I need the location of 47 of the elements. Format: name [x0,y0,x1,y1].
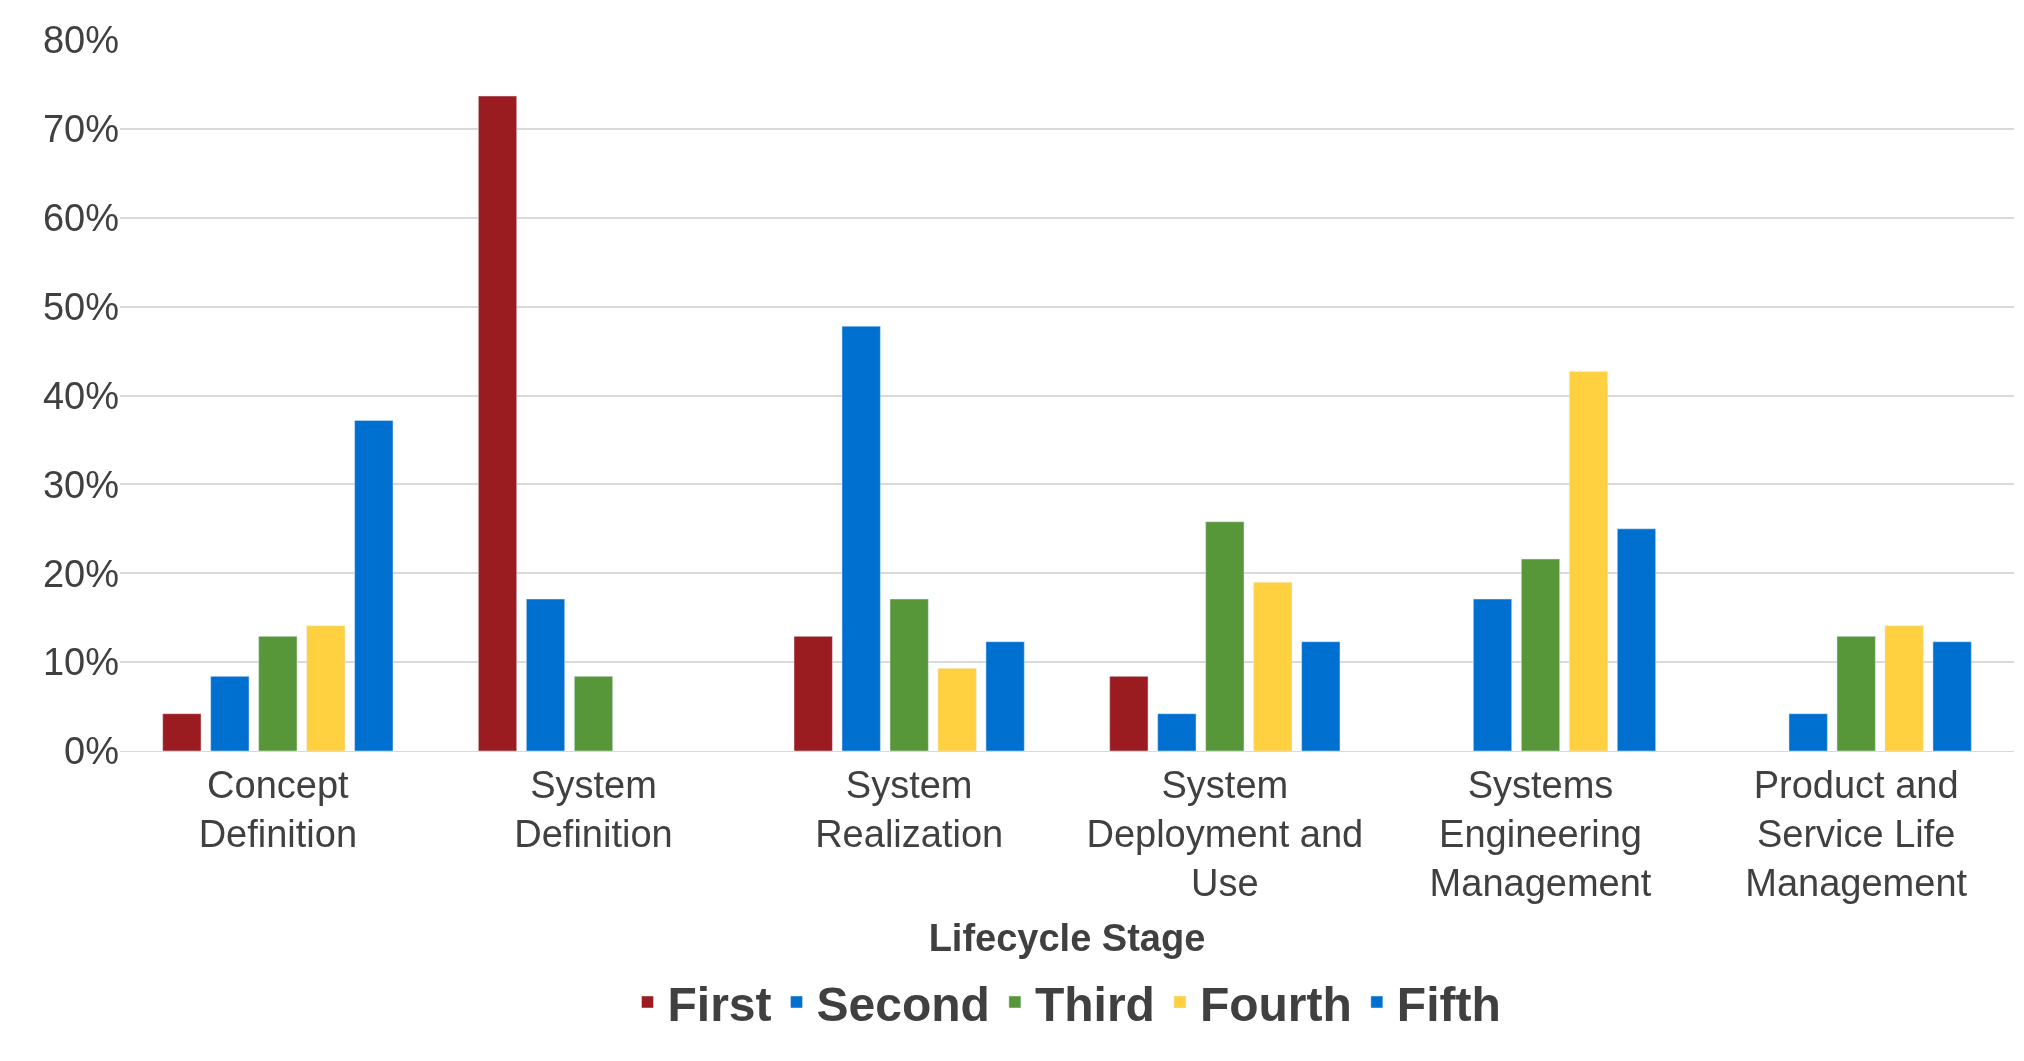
bar [1788,713,1828,751]
bar [1932,641,1972,751]
y-tick-label: 30% [42,463,119,506]
x-axis-title: Lifecycle Stage [928,916,1206,959]
x-tick-label: Product and Service Life Management [1745,763,1968,905]
bar [1157,713,1197,751]
bar [1109,676,1149,751]
legend-label: Third [1034,977,1155,1031]
legend-label: First [667,977,772,1031]
bar [793,636,833,751]
x-tick-label: System Deployment and Use [1086,763,1364,905]
legend-label: Fourth [1199,977,1352,1031]
y-tick-label: 20% [42,552,119,595]
bar [574,676,613,751]
legend-label: Fifth [1396,977,1501,1031]
y-tick-label: 0% [64,730,119,773]
bar [1884,625,1924,751]
bar [478,95,517,751]
x-tick-label: System Realization [815,763,1004,855]
y-tick-label: 50% [42,285,119,328]
y-tick-label: 40% [42,374,119,417]
y-tick-label: 10% [42,641,119,684]
bar [258,636,298,751]
y-tick-label: 80% [42,19,119,62]
bar [1205,521,1245,751]
bar [1473,598,1512,751]
bar [889,598,929,751]
bar [354,420,394,751]
bar [526,598,565,751]
y-tick-label: 70% [42,108,119,151]
bar [985,641,1025,751]
legend-label: Second [816,977,990,1031]
bar [1301,641,1341,751]
x-tick-label: System Definition [514,763,673,855]
x-tick-label: Systems Engineering Management [1429,763,1652,905]
x-tick-label: Concept Definition [198,763,358,855]
bar [1569,371,1608,751]
y-tick-label: 60% [42,197,119,240]
bar [1617,528,1656,751]
bar [162,713,202,751]
bar [210,676,250,751]
bar [1253,581,1293,751]
bar [1521,558,1560,751]
bar [1836,636,1876,751]
bar [841,325,881,751]
bar [937,668,977,751]
bar [306,625,346,751]
